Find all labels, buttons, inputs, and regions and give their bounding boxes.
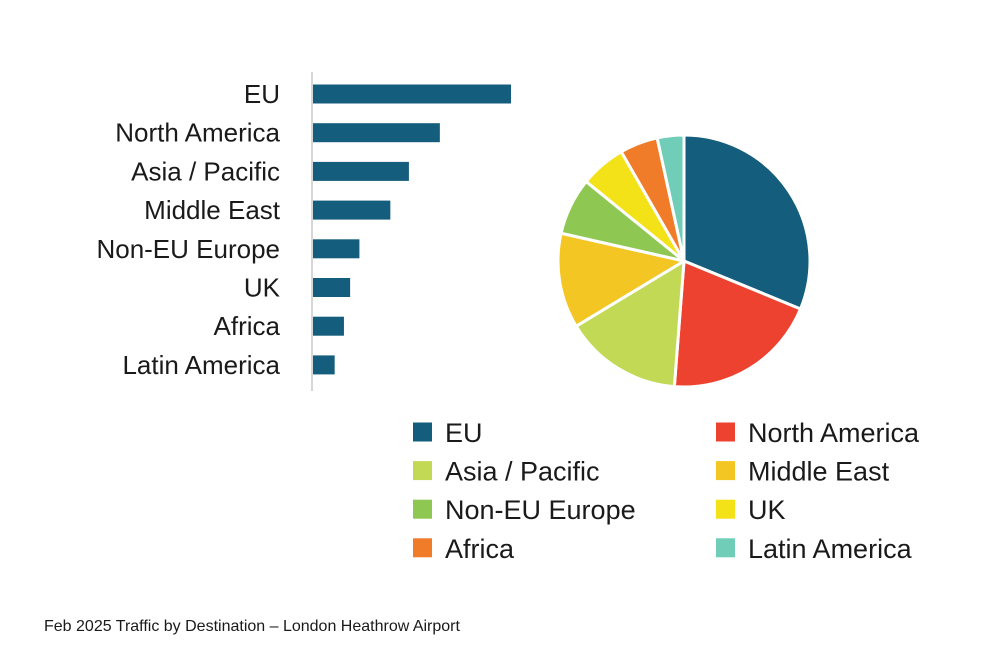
bar-middle-east	[313, 200, 391, 220]
legend-swatch-latin-america	[716, 538, 735, 558]
bar-north-america	[313, 123, 440, 143]
bar-chart: EU North America Asia / Pacific Middle East…	[96, 72, 511, 391]
bar-label-north-america: North America	[115, 118, 280, 148]
chart-caption: Feb 2025 Traffic by Destination – London…	[44, 618, 460, 635]
legend-swatch-middle-east	[716, 461, 735, 481]
bar-non-eu-europe	[313, 239, 360, 259]
bar-label-non-eu-europe: Non-EU Europe	[96, 234, 280, 264]
bar-uk	[313, 278, 351, 297]
legend-label-north-america: North America	[748, 418, 920, 448]
legend-label-middle-east: Middle East	[748, 457, 890, 487]
legend-label-uk: UK	[748, 495, 786, 525]
pie-slice-asia-pacific	[574, 259, 686, 389]
legend-label-eu: EU	[445, 418, 483, 448]
legend: EU North America Asia / Pacific Middle East…	[413, 418, 920, 564]
pie-chart	[556, 133, 812, 389]
bar-label-uk: UK	[244, 273, 281, 303]
bar-label-africa: Africa	[214, 311, 281, 341]
legend-swatch-non-eu-europe	[413, 499, 432, 519]
bar-latin-america	[313, 355, 335, 375]
legend-label-latin-america: Latin America	[748, 534, 913, 564]
legend-label-africa: Africa	[445, 534, 515, 564]
bar-label-middle-east: Middle East	[144, 195, 281, 225]
legend-swatch-africa	[413, 538, 432, 558]
legend-swatch-uk	[716, 499, 735, 519]
bar-asia-pacific	[313, 161, 409, 181]
pie-slice-latin-america	[655, 133, 686, 263]
legend-label-non-eu-europe: Non-EU Europe	[445, 495, 636, 525]
legend-swatch-north-america	[716, 422, 735, 442]
legend-label-asia-pacific: Asia / Pacific	[445, 457, 600, 487]
pie-slice-eu	[682, 133, 812, 311]
bar-label-latin-america: Latin America	[122, 350, 280, 380]
pie-slice-north-america	[672, 259, 802, 389]
legend-swatch-asia-pacific	[413, 461, 432, 481]
chart-canvas: EU North America Asia / Pacific Middle East…	[96, 72, 920, 564]
bar-africa	[313, 316, 344, 336]
pie-slice-middle-east	[556, 231, 686, 328]
bar-label-eu: EU	[244, 79, 280, 109]
legend-swatch-eu	[413, 422, 432, 442]
bar-eu	[313, 84, 511, 104]
bar-label-asia-pacific: Asia / Pacific	[131, 156, 280, 186]
